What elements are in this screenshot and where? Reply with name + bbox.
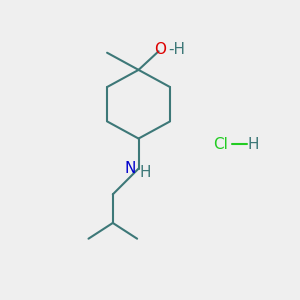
Text: Cl: Cl [213,137,228,152]
Text: H: H [140,164,152,179]
Text: -H: -H [169,41,186,56]
Text: O: O [154,41,166,56]
Text: H: H [248,137,260,152]
Text: N: N [124,161,136,176]
